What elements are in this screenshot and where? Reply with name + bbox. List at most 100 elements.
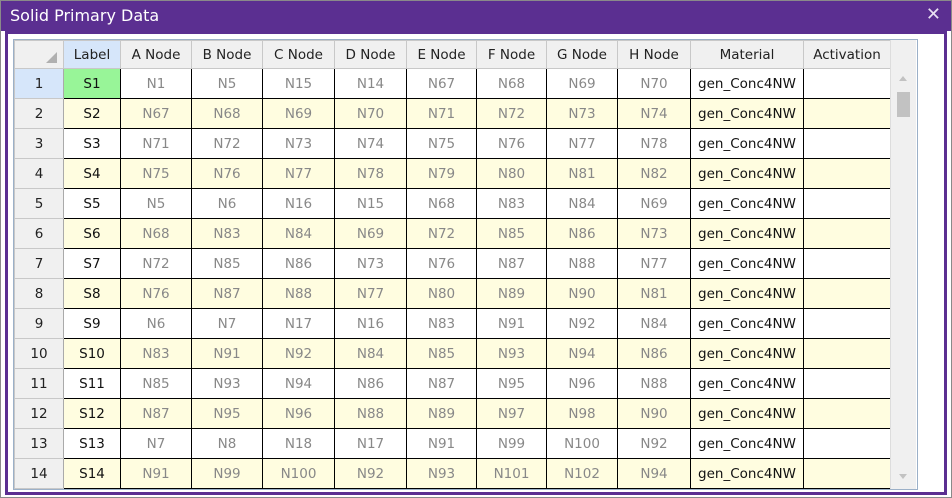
node-cell-d[interactable]: N92 (334, 458, 407, 489)
close-icon[interactable]: ✕ (925, 4, 941, 25)
node-cell-a[interactable]: N75 (120, 158, 192, 189)
activation-cell[interactable] (803, 428, 891, 459)
node-cell-f[interactable]: N76 (476, 128, 547, 159)
node-cell-f[interactable]: N97 (476, 398, 547, 429)
material-cell[interactable]: gen_Conc4NW (690, 188, 804, 219)
activation-cell[interactable] (803, 398, 891, 429)
vertical-scrollbar[interactable] (890, 40, 916, 489)
node-cell-e[interactable]: N83 (406, 308, 477, 339)
material-cell[interactable]: gen_Conc4NW (690, 128, 804, 159)
row-number[interactable]: 1 (14, 68, 64, 99)
node-cell-g[interactable]: N84 (546, 188, 618, 219)
row-number[interactable]: 6 (14, 218, 64, 249)
label-cell[interactable]: S11 (63, 368, 121, 399)
column-header-d-node[interactable]: D Node (334, 40, 407, 69)
node-cell-e[interactable]: N93 (406, 458, 477, 489)
node-cell-d[interactable]: N17 (334, 428, 407, 459)
row-number[interactable]: 4 (14, 158, 64, 189)
node-cell-c[interactable]: N17 (262, 308, 335, 339)
node-cell-b[interactable]: N83 (191, 218, 263, 249)
column-header-a-node[interactable]: A Node (120, 40, 192, 69)
node-cell-f[interactable]: N87 (476, 248, 547, 279)
node-cell-a[interactable]: N72 (120, 248, 192, 279)
row-number[interactable]: 7 (14, 248, 64, 279)
node-cell-d[interactable]: N74 (334, 128, 407, 159)
label-cell[interactable]: S1 (63, 68, 121, 99)
node-cell-b[interactable]: N91 (191, 338, 263, 369)
node-cell-c[interactable]: N88 (262, 278, 335, 309)
node-cell-g[interactable]: N73 (546, 98, 618, 129)
node-cell-c[interactable]: N96 (262, 398, 335, 429)
node-cell-g[interactable]: N88 (546, 248, 618, 279)
node-cell-h[interactable]: N90 (617, 398, 691, 429)
node-cell-b[interactable]: N93 (191, 368, 263, 399)
node-cell-f[interactable]: N89 (476, 278, 547, 309)
material-cell[interactable]: gen_Conc4NW (690, 338, 804, 369)
node-cell-g[interactable]: N98 (546, 398, 618, 429)
material-cell[interactable]: gen_Conc4NW (690, 98, 804, 129)
node-cell-d[interactable]: N84 (334, 338, 407, 369)
node-cell-d[interactable]: N77 (334, 278, 407, 309)
node-cell-b[interactable]: N99 (191, 458, 263, 489)
node-cell-h[interactable]: N74 (617, 98, 691, 129)
material-cell[interactable]: gen_Conc4NW (690, 458, 804, 489)
column-header-g-node[interactable]: G Node (546, 40, 618, 69)
node-cell-f[interactable]: N85 (476, 218, 547, 249)
node-cell-a[interactable]: N91 (120, 458, 192, 489)
row-number[interactable]: 10 (14, 338, 64, 369)
node-cell-h[interactable]: N73 (617, 218, 691, 249)
node-cell-a[interactable]: N85 (120, 368, 192, 399)
node-cell-h[interactable]: N78 (617, 128, 691, 159)
material-cell[interactable]: gen_Conc4NW (690, 398, 804, 429)
node-cell-b[interactable]: N87 (191, 278, 263, 309)
node-cell-f[interactable]: N93 (476, 338, 547, 369)
scroll-up-icon[interactable] (899, 76, 907, 81)
node-cell-h[interactable]: N77 (617, 248, 691, 279)
node-cell-a[interactable]: N67 (120, 98, 192, 129)
node-cell-e[interactable]: N85 (406, 338, 477, 369)
scroll-thumb[interactable] (897, 92, 910, 117)
node-cell-a[interactable]: N68 (120, 218, 192, 249)
node-cell-a[interactable]: N1 (120, 68, 192, 99)
label-cell[interactable]: S7 (63, 248, 121, 279)
material-cell[interactable]: gen_Conc4NW (690, 308, 804, 339)
column-header-e-node[interactable]: E Node (406, 40, 477, 69)
node-cell-e[interactable]: N68 (406, 188, 477, 219)
node-cell-e[interactable]: N87 (406, 368, 477, 399)
column-header-c-node[interactable]: C Node (262, 40, 335, 69)
node-cell-e[interactable]: N71 (406, 98, 477, 129)
node-cell-b[interactable]: N76 (191, 158, 263, 189)
node-cell-c[interactable]: N69 (262, 98, 335, 129)
material-cell[interactable]: gen_Conc4NW (690, 68, 804, 99)
node-cell-a[interactable]: N7 (120, 428, 192, 459)
node-cell-f[interactable]: N80 (476, 158, 547, 189)
node-cell-h[interactable]: N94 (617, 458, 691, 489)
column-header-h-node[interactable]: H Node (617, 40, 691, 69)
node-cell-g[interactable]: N94 (546, 338, 618, 369)
row-number[interactable]: 14 (14, 458, 64, 489)
node-cell-e[interactable]: N91 (406, 428, 477, 459)
node-cell-c[interactable]: N15 (262, 68, 335, 99)
node-cell-g[interactable]: N77 (546, 128, 618, 159)
select-all-corner[interactable] (14, 40, 64, 69)
label-cell[interactable]: S9 (63, 308, 121, 339)
activation-cell[interactable] (803, 458, 891, 489)
activation-cell[interactable] (803, 68, 891, 99)
label-cell[interactable]: S3 (63, 128, 121, 159)
node-cell-c[interactable]: N84 (262, 218, 335, 249)
label-cell[interactable]: S12 (63, 398, 121, 429)
node-cell-a[interactable]: N71 (120, 128, 192, 159)
node-cell-e[interactable]: N79 (406, 158, 477, 189)
row-number[interactable]: 5 (14, 188, 64, 219)
node-cell-a[interactable]: N76 (120, 278, 192, 309)
node-cell-d[interactable]: N86 (334, 368, 407, 399)
node-cell-e[interactable]: N72 (406, 218, 477, 249)
node-cell-f[interactable]: N101 (476, 458, 547, 489)
node-cell-h[interactable]: N92 (617, 428, 691, 459)
node-cell-g[interactable]: N86 (546, 218, 618, 249)
node-cell-d[interactable]: N69 (334, 218, 407, 249)
activation-cell[interactable] (803, 188, 891, 219)
node-cell-d[interactable]: N16 (334, 308, 407, 339)
activation-cell[interactable] (803, 368, 891, 399)
node-cell-b[interactable]: N8 (191, 428, 263, 459)
